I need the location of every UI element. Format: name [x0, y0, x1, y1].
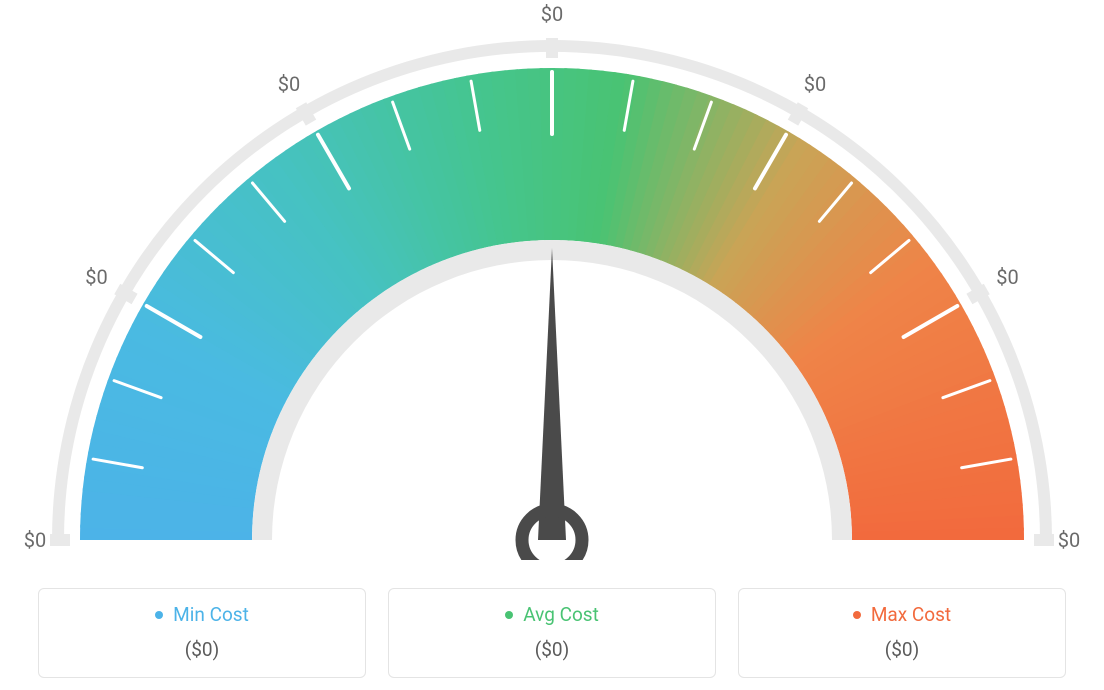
- legend-title: Min Cost: [155, 603, 249, 626]
- gauge-chart: $0 $0 $0 $0 $0 $0 $0: [0, 0, 1104, 560]
- gauge-tick-label: $0: [1058, 528, 1080, 552]
- legend-card-avg: Avg Cost ($0): [388, 588, 716, 678]
- gauge-tick-label: $0: [85, 265, 107, 289]
- gauge-tick-label: $0: [996, 265, 1018, 289]
- legend-card-min: Min Cost ($0): [38, 588, 366, 678]
- legend-title: Avg Cost: [505, 603, 599, 626]
- bullet-icon: [505, 611, 513, 619]
- legend-value: ($0): [49, 638, 355, 661]
- legend-value: ($0): [399, 638, 705, 661]
- bullet-icon: [853, 611, 861, 619]
- gauge-tick-label: $0: [24, 528, 46, 552]
- legend-label: Avg Cost: [523, 603, 599, 626]
- legend-label: Max Cost: [871, 603, 951, 626]
- legend-label: Min Cost: [173, 603, 249, 626]
- legend-title: Max Cost: [853, 603, 951, 626]
- legend-card-max: Max Cost ($0): [738, 588, 1066, 678]
- gauge-tick-label: $0: [804, 72, 826, 96]
- bullet-icon: [155, 611, 163, 619]
- gauge-tick-label: $0: [541, 2, 563, 26]
- legend-row: Min Cost ($0) Avg Cost ($0) Max Cost ($0…: [38, 588, 1066, 678]
- gauge-svg: [0, 0, 1104, 560]
- gauge-tick-label: $0: [278, 72, 300, 96]
- legend-value: ($0): [749, 638, 1055, 661]
